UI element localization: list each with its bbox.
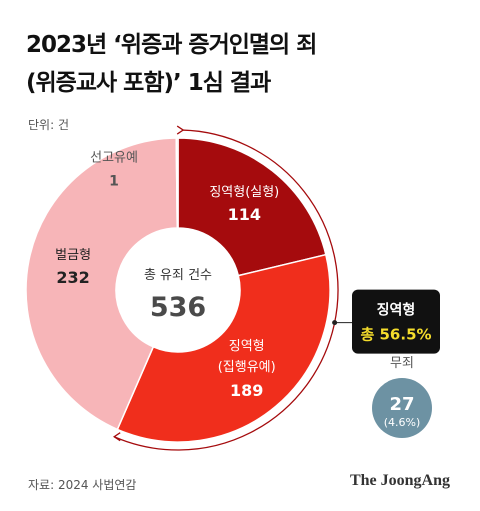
slice-label: 징역형	[229, 339, 265, 354]
acquittal-value: 27	[389, 394, 414, 415]
slice-fine	[25, 137, 179, 431]
acquittal-label: 무죄	[390, 356, 414, 371]
center-label: 총 유죄 건수	[144, 268, 212, 283]
slice-value: 1	[109, 173, 119, 189]
slice-value: 232	[56, 268, 89, 287]
slice-label: 징역형(실형)	[209, 185, 279, 200]
chart-title: 2023년 ‘위증과 증거인멸의 죄 (위증교사 포함)’ 1심 결과	[26, 26, 466, 102]
slice-label: 벌금형	[55, 248, 91, 263]
center-value: 536	[150, 292, 206, 323]
slice-value: 189	[230, 381, 263, 400]
callout-connector-dot	[332, 320, 338, 326]
slice-label: 선고유예	[90, 150, 138, 165]
slice-sublabel: (집행유예)	[218, 359, 276, 375]
callout-label: 징역형	[377, 302, 416, 319]
slice-declared	[175, 137, 179, 229]
bracket-arrow-start	[176, 125, 185, 135]
unit-label: 단위: 건	[28, 118, 69, 132]
source-label: 자료: 2024 사법연감	[28, 478, 137, 492]
title-line-2: (위증교사 포함)’ 1심 결과	[26, 70, 271, 96]
acquittal-pct: (4.6%)	[384, 416, 421, 429]
callout-box	[352, 289, 440, 354]
callout-value: 총 56.5%	[360, 326, 431, 344]
slice-value: 114	[228, 205, 261, 224]
slice-jail-real	[177, 137, 327, 277]
slice-jail-suspended	[116, 253, 331, 443]
brand-logo: The JoongAng	[349, 472, 450, 489]
acquittal-bubble	[372, 378, 432, 438]
bracket-arrow-end	[113, 432, 121, 442]
title-line-1: 2023년 ‘위증과 증거인멸의 죄	[26, 32, 317, 58]
